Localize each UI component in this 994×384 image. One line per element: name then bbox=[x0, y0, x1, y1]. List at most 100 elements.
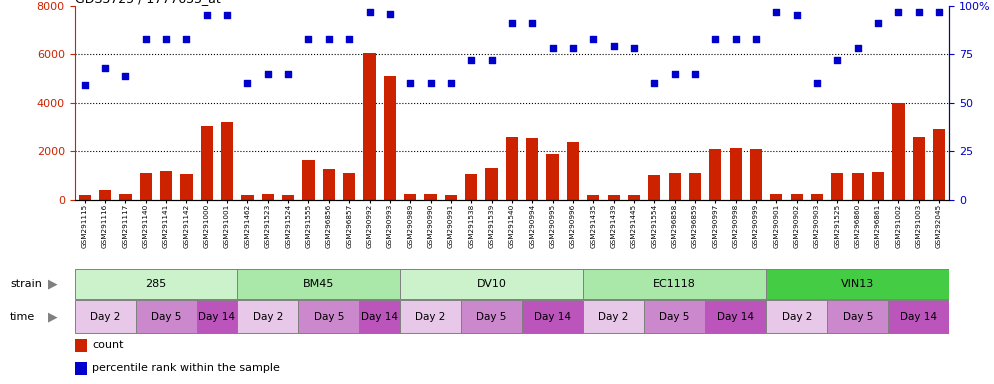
Bar bbox=[567, 142, 580, 200]
Point bbox=[422, 80, 438, 86]
Bar bbox=[831, 173, 844, 200]
Point bbox=[891, 8, 907, 15]
Point bbox=[403, 80, 418, 86]
Bar bbox=[933, 129, 945, 200]
Bar bbox=[522, 300, 583, 333]
Bar bbox=[506, 137, 518, 200]
Bar bbox=[889, 300, 949, 333]
Point bbox=[728, 36, 744, 42]
Bar bbox=[282, 195, 294, 200]
Bar bbox=[360, 300, 400, 333]
Bar bbox=[79, 195, 90, 200]
Bar bbox=[607, 195, 619, 200]
Text: Day 2: Day 2 bbox=[598, 312, 629, 322]
Bar bbox=[766, 300, 827, 333]
Text: Day 14: Day 14 bbox=[361, 312, 399, 322]
Bar bbox=[75, 270, 238, 299]
Point bbox=[768, 8, 784, 15]
Bar bbox=[465, 174, 477, 200]
Point bbox=[117, 73, 133, 79]
Point bbox=[850, 45, 866, 51]
Bar bbox=[238, 270, 400, 299]
Text: strain: strain bbox=[10, 279, 42, 289]
Point bbox=[565, 45, 580, 51]
Point bbox=[300, 36, 316, 42]
Text: Day 5: Day 5 bbox=[151, 312, 181, 322]
Text: Day 2: Day 2 bbox=[252, 312, 283, 322]
Text: Day 5: Day 5 bbox=[659, 312, 690, 322]
Bar bbox=[644, 300, 705, 333]
Bar bbox=[852, 173, 864, 200]
Text: Day 14: Day 14 bbox=[718, 312, 754, 322]
Text: Day 5: Day 5 bbox=[314, 312, 344, 322]
Bar bbox=[99, 190, 111, 200]
Point bbox=[911, 8, 926, 15]
Point bbox=[443, 80, 459, 86]
Text: DV10: DV10 bbox=[477, 279, 507, 289]
Point bbox=[138, 36, 154, 42]
Point bbox=[219, 12, 235, 18]
Text: percentile rank within the sample: percentile rank within the sample bbox=[91, 363, 280, 373]
Text: time: time bbox=[10, 312, 35, 322]
Text: ▶: ▶ bbox=[48, 278, 58, 291]
Text: BM45: BM45 bbox=[303, 279, 334, 289]
Bar bbox=[238, 300, 298, 333]
Bar bbox=[75, 362, 87, 375]
Bar bbox=[197, 300, 238, 333]
Bar bbox=[587, 195, 599, 200]
Point bbox=[524, 20, 540, 26]
Point bbox=[280, 71, 296, 77]
Bar bbox=[912, 137, 924, 200]
Point bbox=[504, 20, 520, 26]
Bar bbox=[811, 194, 823, 200]
Bar bbox=[261, 194, 274, 200]
Bar bbox=[827, 300, 889, 333]
Point bbox=[667, 71, 683, 77]
Point bbox=[605, 43, 621, 50]
Bar bbox=[770, 194, 782, 200]
Point bbox=[748, 36, 764, 42]
Point bbox=[362, 8, 378, 15]
Text: Day 2: Day 2 bbox=[415, 312, 445, 322]
Bar bbox=[705, 300, 766, 333]
Bar bbox=[364, 53, 376, 200]
Bar bbox=[400, 270, 583, 299]
Bar bbox=[160, 170, 172, 200]
Point bbox=[484, 57, 500, 63]
Bar bbox=[298, 300, 360, 333]
Bar bbox=[323, 169, 335, 200]
Bar bbox=[583, 270, 766, 299]
Bar bbox=[648, 175, 660, 200]
Bar bbox=[424, 194, 436, 200]
Bar bbox=[730, 147, 742, 200]
Point bbox=[626, 45, 642, 51]
Point bbox=[341, 36, 357, 42]
Text: GDS3725 / 1777633_at: GDS3725 / 1777633_at bbox=[75, 0, 221, 5]
Point bbox=[240, 80, 255, 86]
Bar bbox=[242, 195, 253, 200]
Point bbox=[708, 36, 724, 42]
Bar bbox=[766, 270, 949, 299]
Bar bbox=[119, 194, 131, 200]
Bar bbox=[302, 160, 314, 200]
Point bbox=[545, 45, 561, 51]
Point bbox=[158, 36, 174, 42]
Bar bbox=[872, 172, 885, 200]
Bar bbox=[485, 168, 498, 200]
Point bbox=[382, 10, 398, 17]
Text: Day 14: Day 14 bbox=[199, 312, 236, 322]
Text: count: count bbox=[91, 340, 123, 350]
Point bbox=[870, 20, 886, 26]
Bar bbox=[790, 194, 803, 200]
Bar bbox=[400, 300, 461, 333]
Point bbox=[789, 12, 805, 18]
Point bbox=[931, 8, 947, 15]
Bar bbox=[547, 154, 559, 200]
Bar bbox=[405, 194, 416, 200]
Bar bbox=[893, 103, 905, 200]
Text: Day 5: Day 5 bbox=[843, 312, 873, 322]
Bar bbox=[628, 195, 640, 200]
Bar bbox=[180, 174, 193, 200]
Text: ▶: ▶ bbox=[48, 310, 58, 323]
Bar bbox=[75, 339, 87, 352]
